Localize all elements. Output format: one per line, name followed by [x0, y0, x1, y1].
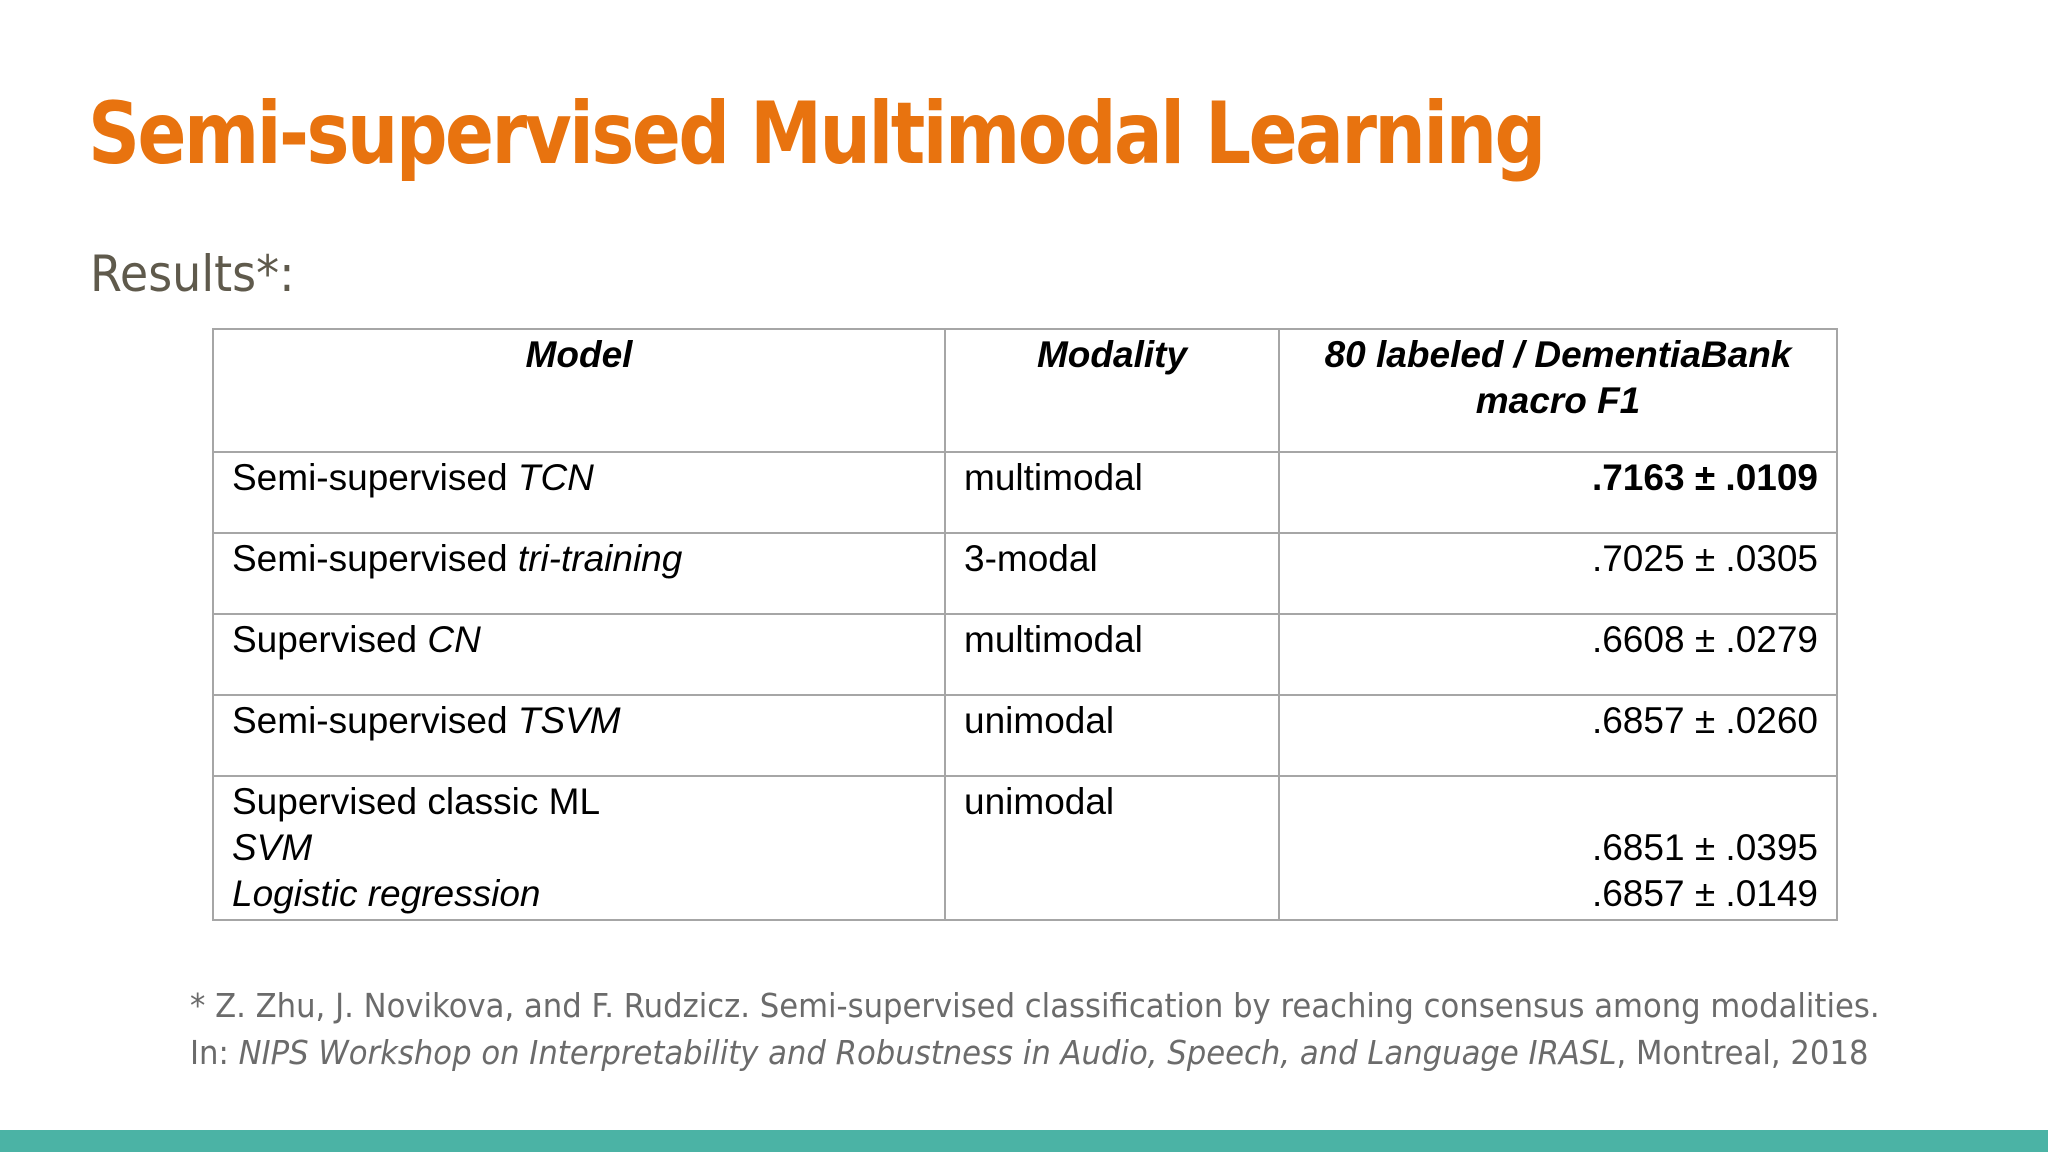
model-prefix: Semi-supervised: [232, 457, 518, 498]
header-modality: Modality: [944, 328, 1280, 453]
model-cell: Semi-supervised tri-training: [212, 532, 946, 615]
bottom-accent-bar: [0, 1130, 2048, 1152]
table-row-classic-ml: Supervised classic ML SVM Logistic regre…: [212, 775, 1838, 921]
citation-suffix: , Montreal, 2018: [1616, 1033, 1869, 1072]
results-subtitle: Results*:: [90, 245, 295, 303]
modality-cell: unimodal: [944, 694, 1280, 777]
f1-svm: .6851 ± .0395: [1591, 827, 1818, 868]
model-prefix: Semi-supervised: [232, 700, 518, 741]
slide-title: Semi-supervised Multimodal Learning: [88, 84, 1546, 184]
citation-footnote: * Z. Zhu, J. Novikova, and F. Rudzicz. S…: [190, 982, 1880, 1076]
model-name: CN: [427, 619, 481, 660]
model-name: TCN: [517, 457, 594, 498]
model-group-label: Supervised classic ML: [232, 781, 601, 822]
f1-logreg: .6857 ± .0149: [1591, 873, 1818, 914]
model-prefix: Supervised: [232, 619, 428, 660]
f1-cell-best: .7163 ± .0109: [1278, 451, 1838, 534]
citation-prefix: In:: [190, 1033, 239, 1072]
f1-cell: .6851 ± .0395 .6857 ± .0149: [1278, 775, 1838, 921]
model-name: tri-training: [517, 538, 683, 579]
table-header-row: Model Modality 80 labeled / DementiaBank…: [212, 328, 1838, 453]
citation-venue: NIPS Workshop on Interpretability and Ro…: [238, 1033, 1617, 1072]
model-cell: Supervised classic ML SVM Logistic regre…: [212, 775, 946, 921]
results-table: Model Modality 80 labeled / DementiaBank…: [212, 328, 1838, 921]
f1-cell: .6857 ± .0260: [1278, 694, 1838, 777]
f1-cell: .6608 ± .0279: [1278, 613, 1838, 696]
table-row: Semi-supervised tri-training 3-modal .70…: [212, 532, 1838, 615]
model-name-logreg: Logistic regression: [232, 873, 541, 914]
modality-cell: multimodal: [944, 613, 1280, 696]
header-macro-f1: 80 labeled / DementiaBank macro F1: [1278, 328, 1838, 453]
table-row: Supervised CN multimodal .6608 ± .0279: [212, 613, 1838, 696]
model-name-svm: SVM: [232, 827, 313, 868]
header-f1-line2: macro F1: [1475, 380, 1641, 421]
citation-line1: * Z. Zhu, J. Novikova, and F. Rudzicz. S…: [190, 986, 1880, 1025]
model-cell: Supervised CN: [212, 613, 946, 696]
model-cell: Semi-supervised TCN: [212, 451, 946, 534]
model-prefix: Semi-supervised: [232, 538, 518, 579]
header-model: Model: [212, 328, 946, 453]
table-row: Semi-supervised TCN multimodal .7163 ± .…: [212, 451, 1838, 534]
model-name: TSVM: [517, 700, 621, 741]
modality-cell: unimodal: [944, 775, 1280, 921]
modality-cell: multimodal: [944, 451, 1280, 534]
modality-cell: 3-modal: [944, 532, 1280, 615]
f1-cell: .7025 ± .0305: [1278, 532, 1838, 615]
table-row: Semi-supervised TSVM unimodal .6857 ± .0…: [212, 694, 1838, 777]
citation-line2: In: NIPS Workshop on Interpretability an…: [190, 1029, 1880, 1076]
model-cell: Semi-supervised TSVM: [212, 694, 946, 777]
header-f1-line1: 80 labeled / DementiaBank: [1324, 334, 1792, 375]
